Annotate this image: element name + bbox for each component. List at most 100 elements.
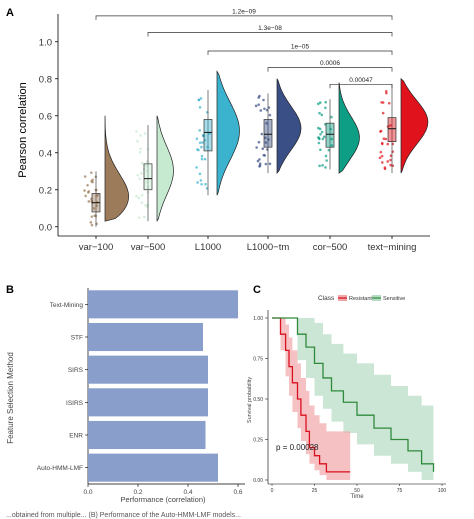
- x-tick-label: L1000: [195, 242, 221, 253]
- data-point: [200, 145, 203, 149]
- data-point: [317, 141, 321, 145]
- data-point: [320, 113, 324, 117]
- data-point: [264, 141, 268, 144]
- data-point: [143, 132, 147, 135]
- panel-a-ylabel: Pearson correlation: [17, 82, 29, 177]
- bar: [88, 322, 203, 352]
- panel-a-y-ticks: 0.0 0.2 0.4 0.6 0.8 1.0: [39, 37, 58, 233]
- data-point: [200, 182, 203, 186]
- data-point: [330, 115, 333, 119]
- panel-a-letter: A: [6, 7, 14, 19]
- data-point: [90, 171, 93, 174]
- data-point: [196, 181, 199, 184]
- data-point: [198, 141, 202, 145]
- data-point: [324, 100, 327, 104]
- y-tick-label: 0.8: [39, 74, 52, 85]
- data-point: [254, 104, 258, 108]
- data-point: [318, 111, 321, 115]
- data-point: [257, 140, 261, 144]
- data-point: [268, 113, 272, 117]
- data-point: [200, 157, 204, 161]
- data-point: [319, 132, 322, 136]
- data-point: [195, 137, 199, 141]
- x-tick-label: 75: [397, 488, 403, 494]
- data-point: [387, 102, 391, 105]
- data-point: [136, 173, 140, 177]
- panel-b-ticks: Text-Mining STF SIRS ISIRS ENR Auto-HMM-LMF 0.…: [37, 302, 243, 496]
- panel-c-letter: C: [253, 284, 261, 296]
- panel-c-p-value: p = 0.00028: [276, 443, 319, 452]
- data-point: [317, 126, 320, 130]
- data-point: [321, 164, 324, 167]
- data-point: [325, 159, 328, 162]
- comparison-p-value: 0.0006: [320, 60, 340, 67]
- data-point: [144, 203, 147, 207]
- x-tick-label: text−mining: [368, 242, 417, 253]
- y-tick-label: 0.4: [39, 148, 52, 159]
- comparison-p-value: 1.2e−09: [232, 8, 256, 15]
- panel-b-letter: B: [6, 284, 14, 296]
- data-point: [138, 177, 141, 181]
- data-point: [198, 106, 202, 109]
- y-tick-label: Auto-HMM-LMF: [37, 465, 83, 472]
- data-point: [197, 148, 200, 152]
- data-point: [136, 139, 139, 143]
- data-point: [197, 98, 201, 102]
- data-point: [258, 94, 261, 98]
- panel-a-boxes: [91, 84, 397, 227]
- y-tick-label: 0.75: [253, 357, 263, 363]
- data-point: [324, 154, 328, 158]
- panel-c-xlabel: Time: [350, 494, 364, 500]
- y-tick-label: 0.25: [253, 438, 263, 444]
- comparison-bracket: [329, 83, 393, 89]
- data-point: [90, 223, 94, 227]
- data-point: [135, 194, 138, 198]
- data-point: [201, 141, 204, 144]
- data-point: [379, 130, 382, 133]
- data-point: [378, 156, 382, 160]
- data-point: [198, 172, 202, 176]
- data-point: [90, 179, 93, 183]
- panel-c-ylabel: Survival probability: [247, 377, 253, 423]
- data-point: [262, 98, 265, 102]
- data-point: [255, 146, 258, 149]
- data-point: [83, 189, 86, 192]
- data-point: [139, 134, 142, 137]
- comparison-bracket: [95, 15, 393, 20]
- data-point: [384, 89, 388, 93]
- data-point: [257, 103, 261, 106]
- legend-label: Sensitive: [383, 296, 405, 302]
- data-point: [203, 157, 207, 161]
- data-point: [137, 216, 141, 219]
- data-point: [381, 161, 384, 164]
- data-point: [140, 193, 144, 197]
- data-point: [256, 159, 260, 163]
- data-point: [84, 194, 87, 198]
- comparison-bracket: [207, 50, 393, 55]
- data-point: [316, 102, 320, 106]
- data-point: [258, 162, 262, 166]
- data-point: [90, 215, 94, 218]
- x-tick-label: 0.6: [233, 489, 242, 496]
- bar: [88, 420, 206, 450]
- x-tick-label: L1000−tm: [247, 242, 290, 253]
- data-point: [258, 158, 261, 161]
- violin-half: [104, 115, 129, 222]
- y-tick-label: ISIRS: [66, 400, 84, 407]
- box-iqr: [203, 119, 213, 152]
- y-tick-label: ENR: [69, 433, 83, 440]
- y-tick-label: 0.6: [39, 111, 52, 122]
- x-tick-label: 0.4: [183, 489, 192, 496]
- y-tick-label: SIRS: [68, 367, 84, 374]
- data-point: [142, 215, 146, 219]
- panel-a-x-ticks: var−100 var−500 L1000 L1000−tm cor−500 text−m…: [79, 236, 417, 253]
- data-point: [389, 163, 392, 167]
- data-point: [385, 91, 388, 95]
- panel-c-ticks: 0 25 50 75 100 0.00 0.25 0.50 0.75 1.00: [253, 316, 446, 494]
- data-point: [93, 214, 97, 217]
- data-point: [199, 97, 203, 100]
- data-point: [140, 161, 144, 165]
- bar: [88, 355, 208, 384]
- data-point: [380, 154, 384, 158]
